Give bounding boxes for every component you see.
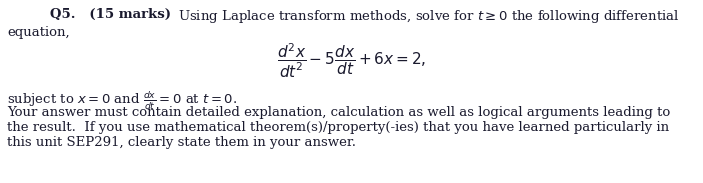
Text: Q5.   (15 marks): Q5. (15 marks) (50, 8, 171, 21)
Text: the result.  If you use mathematical theorem(s)/property(-ies) that you have lea: the result. If you use mathematical theo… (7, 121, 669, 134)
Text: subject to $x = 0$ and $\frac{dx}{dt} = 0$ at $t = 0$.: subject to $x = 0$ and $\frac{dx}{dt} = … (7, 90, 238, 112)
Text: this unit SEP291, clearly state them in your answer.: this unit SEP291, clearly state them in … (7, 136, 356, 149)
Text: Your answer must contain detailed explanation, calculation as well as logical ar: Your answer must contain detailed explan… (7, 106, 670, 119)
Text: equation,: equation, (7, 26, 70, 39)
Text: Using Laplace transform methods, solve for $t \geq 0$ the following differential: Using Laplace transform methods, solve f… (178, 8, 680, 25)
Text: $\dfrac{d^2x}{dt^2} - 5\dfrac{dx}{dt} + 6x = 2,$: $\dfrac{d^2x}{dt^2} - 5\dfrac{dx}{dt} + … (278, 42, 427, 80)
